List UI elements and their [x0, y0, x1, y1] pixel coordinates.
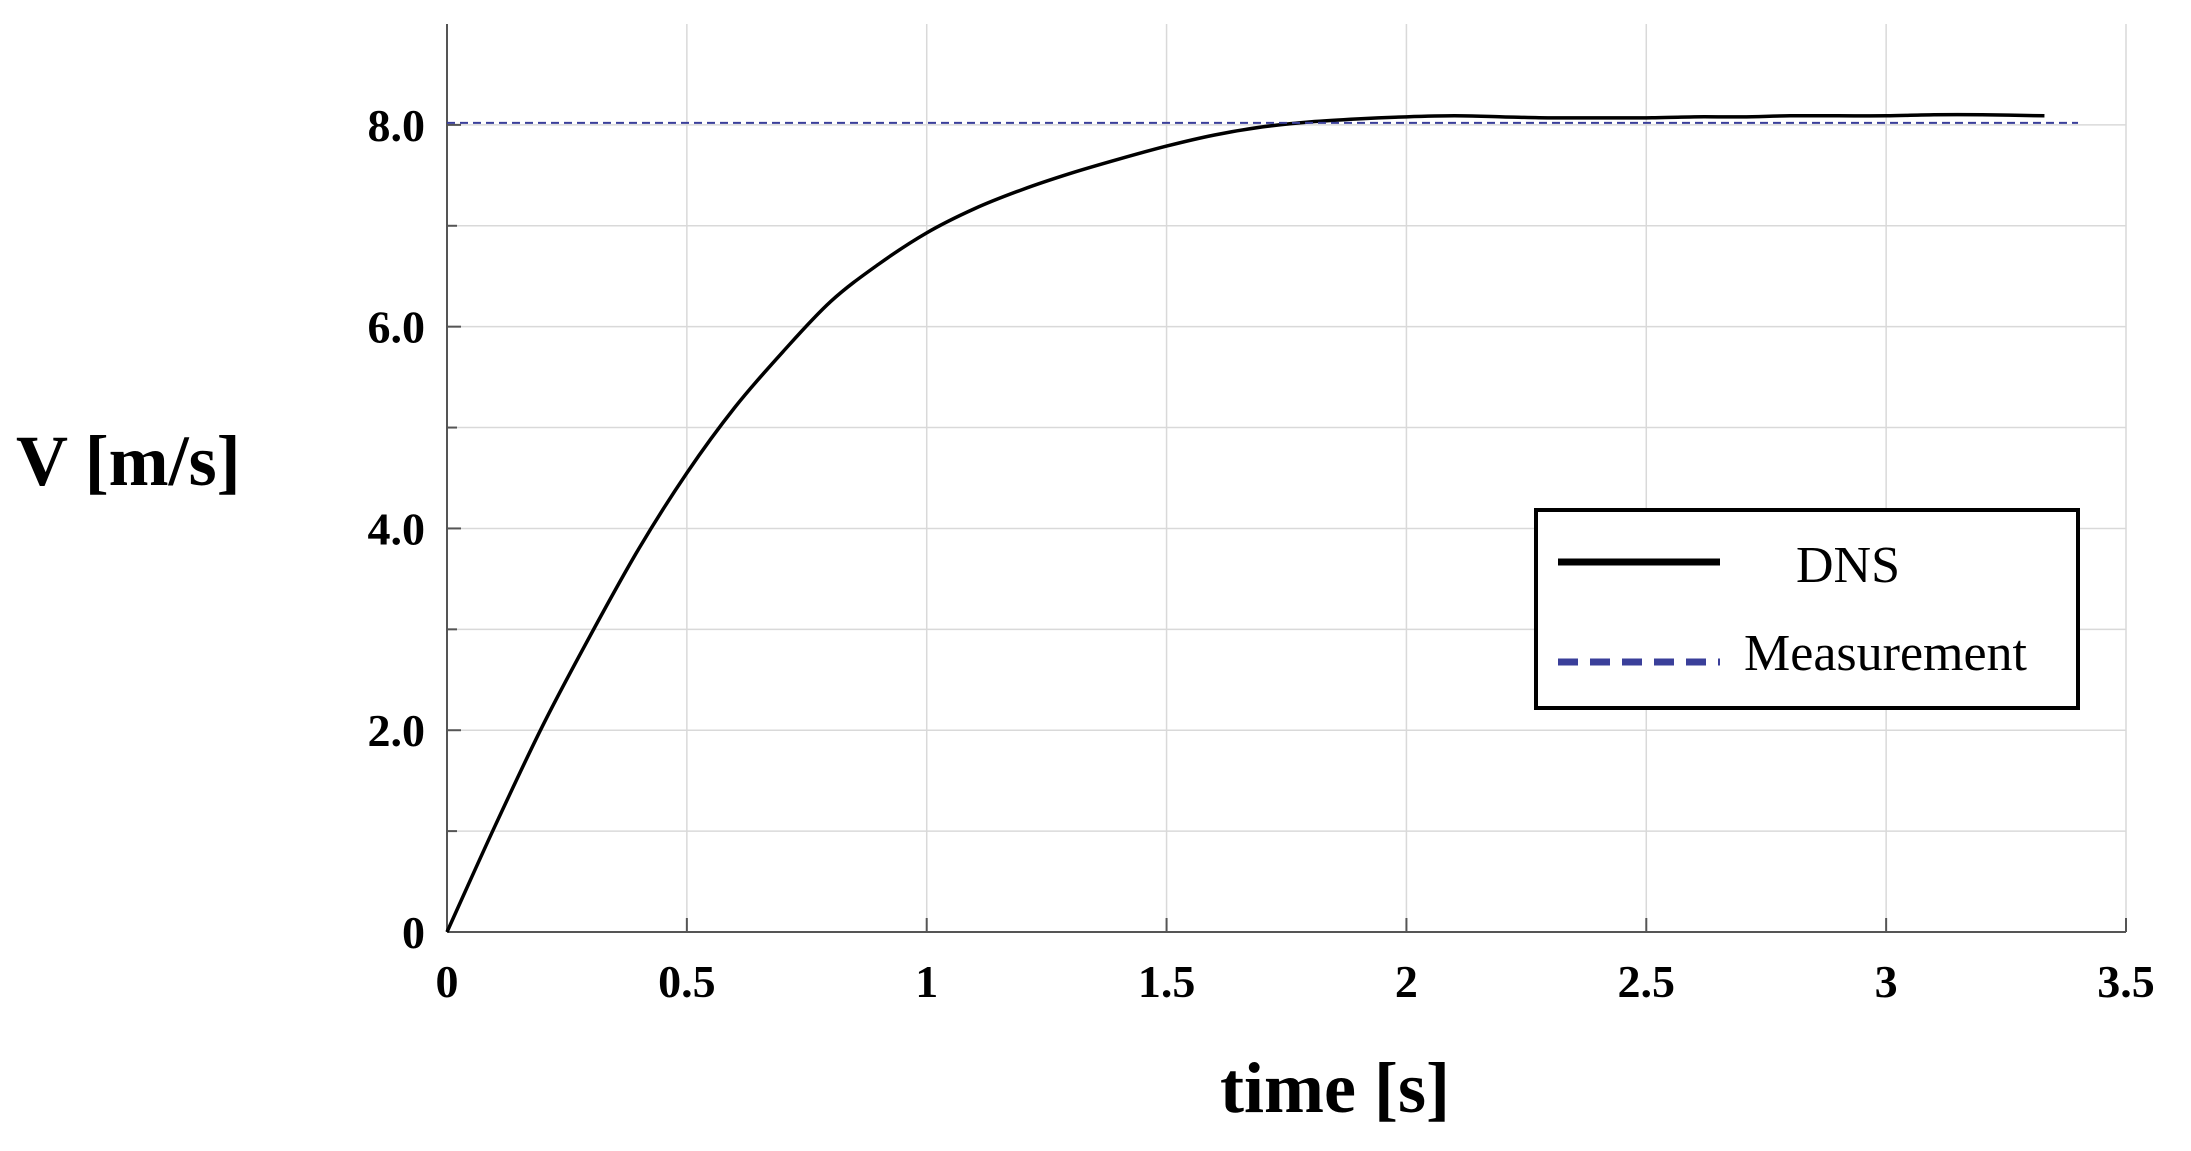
x-tick-label: 2 [1395, 956, 1418, 1007]
y-tick-label: 6.0 [368, 302, 426, 353]
y-tick-label: 8.0 [368, 100, 426, 151]
legend-box [1534, 508, 2080, 710]
x-axis-title: time [s] [1220, 1048, 1450, 1128]
legend: DNS Measurement [1534, 508, 2080, 710]
x-tick-label: 1 [915, 956, 938, 1007]
legend-label-measurement: Measurement [1744, 625, 2028, 682]
x-tick-label: 3.5 [2097, 956, 2155, 1007]
y-axis-title: V [m/s] [16, 421, 241, 501]
series-layer [445, 112, 2079, 933]
series-line-dns [445, 112, 2045, 933]
x-tick-label: 0.5 [658, 956, 716, 1007]
x-tick-label: 1.5 [1138, 956, 1196, 1007]
tick-labels: 0 0.5 1 1.5 2 2.5 3 3.5 0 2.0 4.0 6.0 8.0 [368, 100, 2155, 1007]
x-tick-label: 2.5 [1618, 956, 1676, 1007]
grid [447, 24, 2127, 932]
y-tick-label: 2.0 [368, 705, 426, 756]
legend-label-dns: DNS [1796, 537, 1900, 594]
axes [446, 24, 2127, 933]
x-tick-label: 0 [436, 956, 459, 1007]
x-tick-label: 3 [1875, 956, 1898, 1007]
y-tick-label: 0 [402, 907, 425, 958]
y-tick-label: 4.0 [368, 503, 426, 554]
